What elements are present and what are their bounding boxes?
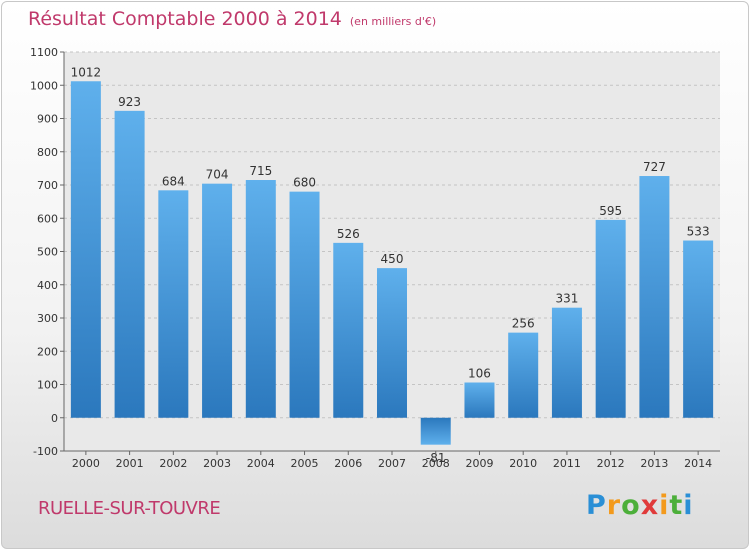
y-tick-label: 400: [37, 279, 58, 292]
x-tick-label: 2014: [684, 457, 712, 470]
value-label: 533: [687, 225, 710, 239]
x-tick-label: 2010: [509, 457, 537, 470]
proxiti-logo: Proxiti: [586, 490, 694, 521]
value-label: 331: [555, 292, 578, 306]
chart-subtitle: (en milliers d'€): [349, 15, 437, 28]
bar-2014: [683, 240, 714, 418]
bar-2009: [464, 382, 495, 418]
bar-2007: [377, 268, 407, 418]
value-label: 256: [512, 317, 535, 331]
value-label: 727: [643, 160, 666, 174]
chart-title-text: Résultat Comptable 2000 à 2014: [28, 8, 342, 30]
bar-2000: [70, 81, 101, 418]
y-tick-label: -100: [33, 445, 58, 458]
value-label: 450: [381, 252, 404, 266]
bar-2001: [114, 110, 145, 418]
x-tick-label: 2012: [597, 457, 625, 470]
bar-2008: [420, 417, 451, 445]
y-tick-label: 600: [37, 212, 58, 225]
x-tick-label: 2003: [203, 457, 231, 470]
x-tick-label: 2008: [422, 457, 450, 470]
bar-2003: [202, 183, 233, 418]
x-tick-label: 2011: [553, 457, 581, 470]
chart-title: Résultat Comptable 2000 à 2014 (en millie…: [28, 8, 436, 30]
value-label: 680: [293, 176, 316, 190]
bar-2004: [245, 180, 276, 418]
x-tick-label: 2007: [378, 457, 406, 470]
value-label: 715: [249, 164, 272, 178]
value-label: 684: [162, 174, 185, 188]
y-tick-label: 100: [37, 379, 58, 392]
y-tick-label: 500: [37, 246, 58, 259]
value-label: 1012: [71, 65, 102, 79]
bar-2006: [333, 242, 364, 418]
y-tick-label: 0: [51, 412, 58, 425]
y-tick-label: 300: [37, 312, 58, 325]
y-tick-label: 1000: [30, 79, 58, 92]
y-tick-label: 700: [37, 179, 58, 192]
bar-2012: [595, 219, 626, 418]
y-tick-label: 1100: [30, 46, 58, 59]
x-tick-label: 2009: [465, 457, 493, 470]
x-tick-label: 2005: [291, 457, 319, 470]
location-name: RUELLE-SUR-TOUVRE: [38, 498, 221, 519]
x-tick-label: 2002: [159, 457, 187, 470]
value-label: 595: [599, 204, 622, 218]
bar-2010: [508, 332, 539, 418]
x-tick-label: 2000: [72, 457, 100, 470]
x-tick-label: 2006: [334, 457, 362, 470]
x-tick-label: 2013: [640, 457, 668, 470]
value-label: 106: [468, 367, 491, 381]
value-label: 526: [337, 227, 360, 241]
bar-2011: [551, 307, 582, 418]
value-label: -81: [426, 451, 446, 465]
y-tick-label: 800: [37, 146, 58, 159]
bar-2002: [158, 190, 189, 418]
y-tick-label: 200: [37, 345, 58, 358]
bar-2013: [639, 176, 670, 418]
x-tick-label: 2004: [247, 457, 275, 470]
value-label: 923: [118, 95, 141, 109]
y-tick-label: 900: [37, 113, 58, 126]
value-label: 704: [206, 168, 229, 182]
bar-2005: [289, 191, 320, 418]
x-tick-label: 2001: [116, 457, 144, 470]
